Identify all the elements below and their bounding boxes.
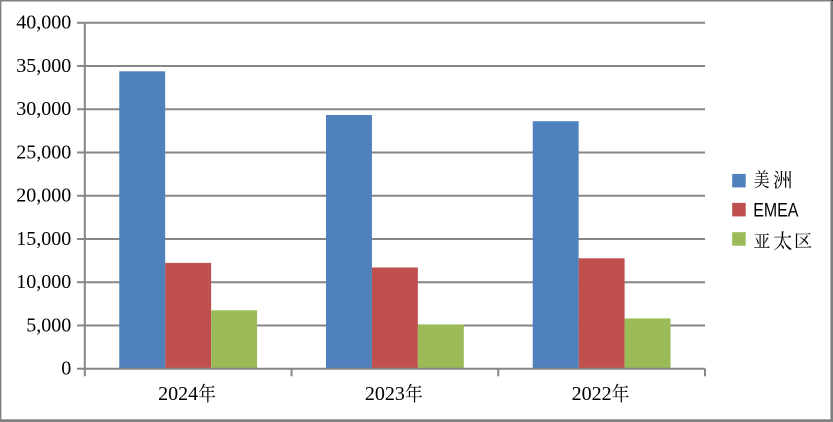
svg-text:2023: 2023 <box>365 383 405 405</box>
svg-text:0: 0 <box>61 358 71 380</box>
svg-text:40,000: 40,000 <box>16 12 71 34</box>
svg-text:10,000: 10,000 <box>16 271 71 293</box>
svg-text:2022: 2022 <box>572 383 612 405</box>
svg-text:EMEA: EMEA <box>753 200 798 222</box>
svg-text:20,000: 20,000 <box>16 185 71 207</box>
svg-text:30,000: 30,000 <box>16 98 71 120</box>
svg-text:15,000: 15,000 <box>16 228 71 250</box>
svg-text:35,000: 35,000 <box>16 55 71 77</box>
svg-text:5,000: 5,000 <box>26 314 71 336</box>
svg-text:25,000: 25,000 <box>16 141 71 163</box>
svg-text:2024: 2024 <box>158 383 198 405</box>
